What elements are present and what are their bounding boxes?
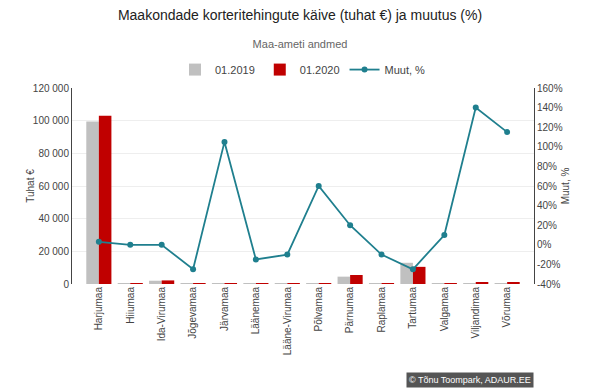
svg-text:01.2020: 01.2020: [300, 64, 340, 76]
svg-text:Ida-Virumaa: Ida-Virumaa: [156, 287, 167, 342]
svg-text:Harjumaa: Harjumaa: [93, 287, 104, 331]
svg-text:100 000: 100 000: [33, 115, 70, 126]
svg-text:Põlvamaa: Põlvamaa: [313, 287, 324, 332]
svg-text:0%: 0%: [537, 239, 552, 250]
svg-text:60 000: 60 000: [38, 181, 69, 192]
svg-text:120%: 120%: [537, 122, 563, 133]
svg-text:Maa-ameti andmed: Maa-ameti andmed: [253, 38, 348, 50]
svg-text:Lääne-Virumaa: Lääne-Virumaa: [282, 287, 293, 356]
svg-text:Järvamaa: Järvamaa: [219, 287, 230, 331]
svg-text:100%: 100%: [537, 141, 563, 152]
svg-text:© Tõnu Toompark, ADAUR.EE: © Tõnu Toompark, ADAUR.EE: [409, 375, 531, 385]
svg-text:80 000: 80 000: [38, 148, 69, 159]
svg-text:01.2019: 01.2019: [215, 64, 255, 76]
svg-text:0: 0: [63, 279, 69, 290]
svg-text:Muut, %: Muut, %: [385, 64, 426, 76]
svg-text:Tuhat €: Tuhat €: [25, 169, 36, 203]
svg-text:Võrumaa: Võrumaa: [501, 287, 512, 328]
svg-text:Raplamaa: Raplamaa: [376, 287, 387, 333]
svg-text:20%: 20%: [537, 220, 557, 231]
svg-text:Muut, %: Muut, %: [560, 168, 571, 205]
svg-text:40%: 40%: [537, 200, 557, 211]
svg-text:Viljandimaa: Viljandimaa: [470, 287, 481, 339]
svg-text:20 000: 20 000: [38, 246, 69, 257]
svg-text:140%: 140%: [537, 102, 563, 113]
svg-text:60%: 60%: [537, 181, 557, 192]
svg-text:Läänemaa: Läänemaa: [250, 287, 261, 335]
svg-text:Pärnumaa: Pärnumaa: [344, 287, 355, 334]
svg-text:Valgamaa: Valgamaa: [439, 287, 450, 332]
svg-text:120 000: 120 000: [33, 83, 70, 94]
svg-text:Hiiumaa: Hiiumaa: [125, 287, 136, 324]
svg-text:Tartumaa: Tartumaa: [407, 287, 418, 329]
svg-text:40 000: 40 000: [38, 213, 69, 224]
svg-text:Jõgevamaa: Jõgevamaa: [187, 287, 198, 339]
svg-text:-40%: -40%: [537, 279, 560, 290]
svg-text:160%: 160%: [537, 83, 563, 94]
svg-text:Maakondade korteritehingute kä: Maakondade korteritehingute käive (tuhat…: [118, 7, 482, 23]
svg-text:80%: 80%: [537, 161, 557, 172]
svg-text:-20%: -20%: [537, 259, 560, 270]
